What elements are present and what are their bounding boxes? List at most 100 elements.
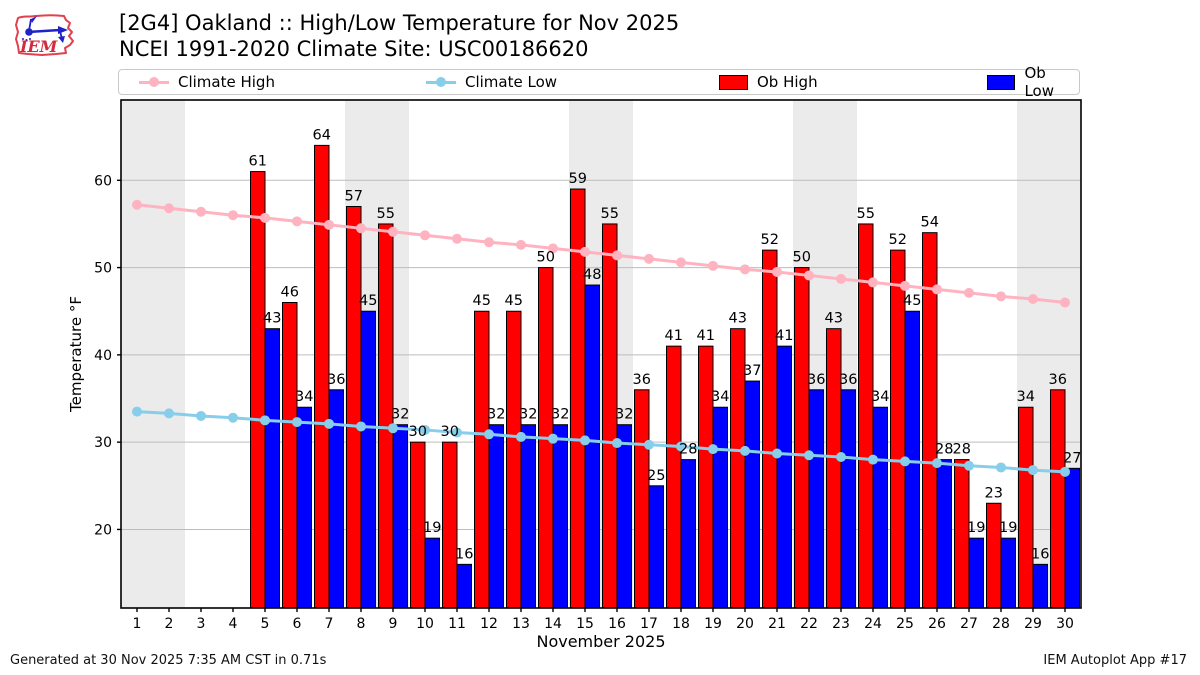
climate-high-line xyxy=(136,203,1066,304)
ob-high-value-label: 50 xyxy=(793,250,811,266)
ob-low-value-label: 34 xyxy=(871,389,889,405)
ob-low-bar xyxy=(744,380,760,609)
y-tick-label: 20 xyxy=(94,522,112,538)
ob-high-bar xyxy=(442,441,458,609)
ob-low-bar xyxy=(1000,537,1016,609)
ob-low-bar xyxy=(712,406,728,609)
climate-high-marker xyxy=(996,291,1006,302)
ob-low-bar xyxy=(680,459,696,609)
ob-high-bar xyxy=(986,502,1002,609)
x-tick-label: 13 xyxy=(512,616,530,632)
climate-high-marker xyxy=(132,199,142,210)
climate-low-marker xyxy=(292,417,302,428)
chart-subtitle: NCEI 1991-2020 Climate Site: USC00186620 xyxy=(119,37,589,61)
climate-low-marker xyxy=(164,408,174,419)
ob-low-value-label: 25 xyxy=(647,468,665,484)
climate-low-line xyxy=(136,410,1066,474)
climate-low-marker xyxy=(452,427,462,438)
legend-label-climate-low: Climate Low xyxy=(465,73,558,91)
climate-low-marker xyxy=(228,412,238,423)
climate-high-marker-icon xyxy=(139,77,169,87)
ob-low-value-label: 16 xyxy=(455,546,473,562)
weekend-band xyxy=(121,100,185,608)
x-tick-label: 15 xyxy=(576,616,594,632)
x-tick-label: 20 xyxy=(736,616,754,632)
y-tick-label: 50 xyxy=(94,261,112,277)
ob-low-bar xyxy=(552,424,568,609)
plot-frame xyxy=(120,99,1082,609)
ob-low-value-label: 19 xyxy=(999,520,1017,536)
climate-low-marker xyxy=(804,450,814,461)
x-tick-label: 11 xyxy=(448,616,466,632)
ob-low-bar xyxy=(648,485,664,609)
ob-high-value-label: 57 xyxy=(345,188,363,204)
x-tick-label: 2 xyxy=(165,616,174,632)
climate-high-marker xyxy=(804,270,814,281)
climate-high-marker xyxy=(740,264,750,275)
ob-low-bar xyxy=(424,537,440,609)
ob-high-value-label: 61 xyxy=(249,154,267,170)
climate-low-marker xyxy=(708,444,718,455)
ob-high-value-label: 41 xyxy=(665,328,683,344)
climate-low-marker xyxy=(996,462,1006,473)
climate-high-marker xyxy=(644,253,654,264)
climate-low-marker xyxy=(612,438,622,449)
climate-low-marker xyxy=(932,458,942,469)
x-tick-label: 19 xyxy=(704,616,722,632)
ob-high-bar xyxy=(1050,389,1066,609)
y-tick-label: 40 xyxy=(94,348,112,364)
x-tick-label: 7 xyxy=(325,616,334,632)
x-tick-label: 27 xyxy=(960,616,978,632)
ob-high-value-label: 43 xyxy=(729,311,747,327)
climate-high-marker xyxy=(420,230,430,241)
footer-generated-text: Generated at 30 Nov 2025 7:35 AM CST in … xyxy=(10,653,327,668)
ob-high-value-label: 30 xyxy=(409,424,427,440)
ob-low-bar xyxy=(456,563,472,609)
ob-high-value-label: 59 xyxy=(569,171,587,187)
climate-low-marker xyxy=(196,410,206,421)
climate-high-marker xyxy=(356,223,366,234)
ob-high-value-label: 55 xyxy=(377,206,395,222)
weather-vane-icon xyxy=(22,16,68,43)
climate-low-marker xyxy=(964,460,974,471)
y-axis-label: Temperature °F xyxy=(67,296,85,412)
x-tick-label: 23 xyxy=(832,616,850,632)
climate-high-marker xyxy=(292,216,302,227)
ob-low-value-label: 28 xyxy=(935,442,953,458)
ob-high-value-label: 28 xyxy=(953,442,971,458)
x-tick-label: 17 xyxy=(640,616,658,632)
climate-high-marker xyxy=(452,233,462,244)
ob-low-value-label: 27 xyxy=(1063,450,1081,466)
ob-low-value-label: 32 xyxy=(487,407,505,423)
ob-low-bar xyxy=(776,345,792,609)
ob-high-value-label: 43 xyxy=(825,311,843,327)
climate-low-marker xyxy=(644,439,654,450)
ob-high-bar xyxy=(762,249,778,609)
ob-low-value-label: 36 xyxy=(327,372,345,388)
ob-low-bar xyxy=(584,284,600,609)
x-tick-label: 1 xyxy=(133,616,142,632)
climate-high-marker xyxy=(580,246,590,257)
ob-low-bar xyxy=(1032,563,1048,609)
ob-high-bar xyxy=(794,267,810,609)
climate-high-marker xyxy=(484,237,494,248)
legend-label-ob-high: Ob High xyxy=(757,73,818,91)
ob-low-bar xyxy=(296,406,312,609)
climate-low-marker xyxy=(772,448,782,459)
climate-high-marker xyxy=(900,280,910,291)
x-tick-label: 14 xyxy=(544,616,562,632)
ob-high-value-label: 52 xyxy=(889,232,907,248)
ob-high-bar xyxy=(346,205,362,609)
climate-high-marker xyxy=(836,273,846,284)
climate-high-marker xyxy=(932,284,942,295)
ob-low-value-label: 19 xyxy=(423,520,441,536)
x-tick-label: 24 xyxy=(864,616,882,632)
climate-high-marker xyxy=(772,266,782,277)
x-tick-label: 5 xyxy=(261,616,270,632)
x-tick-label: 12 xyxy=(480,616,498,632)
ob-high-bar xyxy=(506,310,522,609)
ob-low-bar xyxy=(488,424,504,609)
climate-high-marker xyxy=(676,257,686,268)
